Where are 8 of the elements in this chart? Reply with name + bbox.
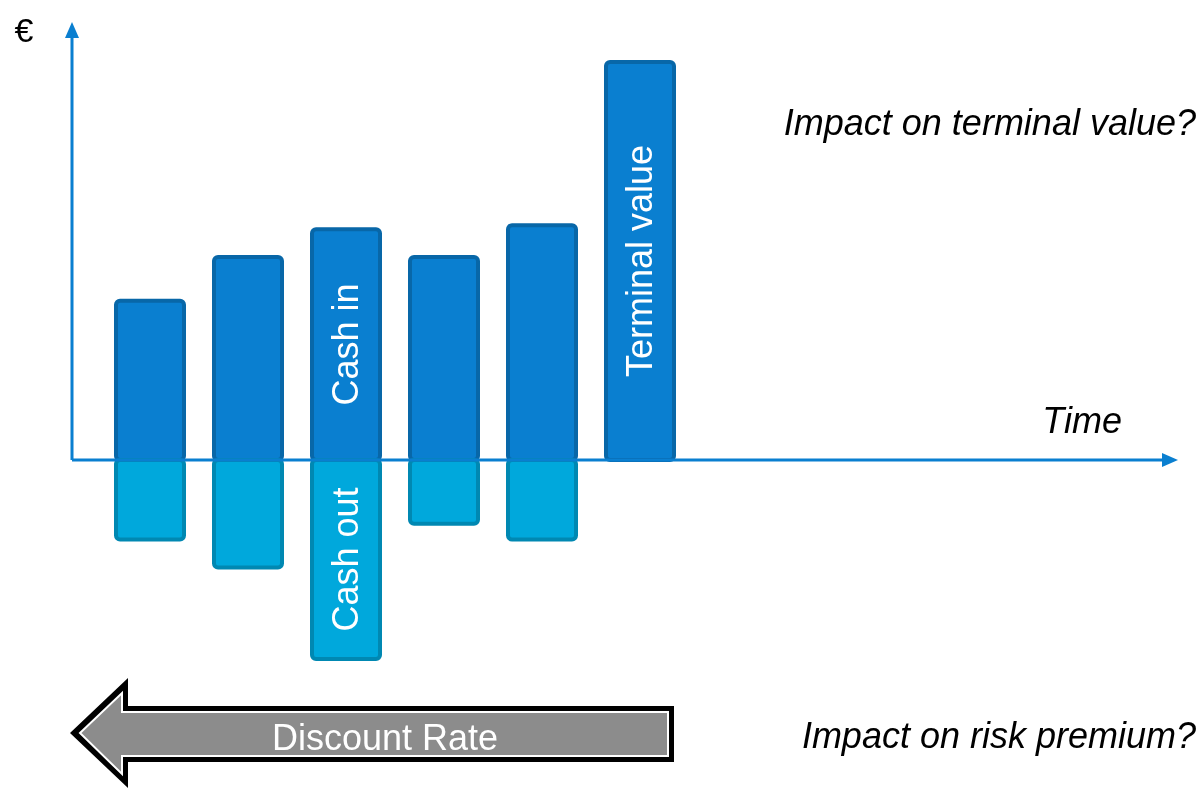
series-label: Cash in [325, 283, 366, 406]
y-axis-title: € [14, 11, 34, 49]
text: Discount Rate [271, 717, 499, 758]
series-label: Terminal value [619, 144, 660, 378]
text: Time [1042, 400, 1122, 441]
text: Impact on terminal value? [783, 102, 1196, 143]
text: Impact on risk premium? [801, 715, 1196, 756]
series-label: Cash out [325, 487, 366, 632]
